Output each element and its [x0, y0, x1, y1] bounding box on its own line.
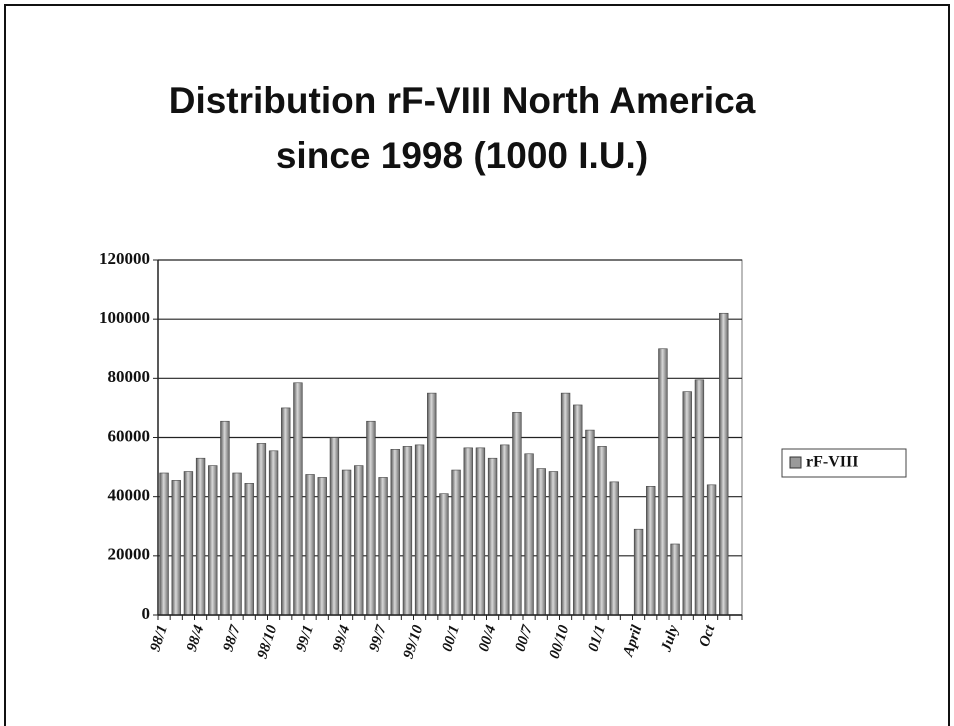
bar — [317, 477, 327, 616]
y-tick-label: 0 — [142, 604, 151, 623]
x-tick-label: 01/1 — [585, 623, 608, 653]
bar — [706, 484, 717, 616]
bar — [500, 444, 510, 616]
x-tick-label: July — [658, 623, 682, 655]
x-tick-label: 00/1 — [439, 623, 462, 653]
bar — [512, 412, 522, 616]
x-tick-label: 98/7 — [220, 623, 244, 654]
x-tick-label: 99/7 — [366, 623, 390, 654]
bar — [670, 543, 680, 616]
x-tick-label: 00/7 — [512, 623, 536, 654]
bar — [208, 465, 218, 616]
bar — [427, 392, 437, 616]
x-tick-label: 98/10 — [255, 623, 281, 661]
bar — [256, 443, 267, 616]
y-tick-label: 60000 — [108, 426, 151, 445]
bar — [305, 474, 315, 616]
legend-box — [781, 448, 907, 478]
bar — [463, 447, 473, 616]
x-tick-label: 98/4 — [184, 623, 208, 654]
x-tick-label: 99/4 — [330, 623, 354, 654]
bar — [390, 449, 400, 616]
x-tick-label: Oct — [696, 623, 718, 649]
bar — [682, 391, 692, 616]
bar — [719, 312, 729, 616]
bar — [633, 528, 644, 616]
bar — [293, 382, 303, 616]
bar — [268, 450, 279, 616]
bar — [585, 429, 595, 616]
bar — [183, 471, 194, 616]
bar — [573, 404, 583, 616]
bar — [220, 420, 230, 616]
bar — [366, 420, 376, 616]
bar — [548, 471, 559, 616]
bar — [354, 465, 364, 616]
bar — [560, 392, 571, 616]
y-tick-label: 20000 — [108, 545, 151, 564]
frame — [4, 4, 950, 726]
chart-title: since 1998 (1000 I.U.) — [276, 135, 648, 176]
x-tick-label: 00/4 — [476, 623, 500, 654]
x-tick-label: 00/10 — [547, 623, 573, 661]
bar — [159, 472, 169, 616]
bar — [487, 457, 498, 616]
bar — [439, 493, 449, 616]
bar — [536, 468, 546, 616]
bar — [646, 486, 656, 616]
bar — [609, 481, 619, 616]
x-tick-label: 99/10 — [401, 623, 427, 661]
bar — [524, 453, 534, 616]
bar — [378, 477, 388, 616]
bar — [597, 446, 607, 616]
bar — [244, 483, 254, 616]
bar — [341, 469, 352, 616]
bar — [329, 437, 340, 616]
y-tick-label: 40000 — [108, 486, 151, 505]
legend-swatch — [789, 456, 802, 469]
bar — [451, 469, 461, 616]
y-tick-label: 80000 — [108, 367, 151, 386]
bar — [414, 444, 425, 616]
bar — [171, 480, 181, 616]
x-tick-label: 98/1 — [147, 623, 170, 653]
bar — [694, 379, 705, 616]
bar — [232, 472, 242, 616]
chart-title: Distribution rF-VIII North America — [169, 80, 756, 121]
bar — [475, 447, 486, 616]
x-tick-label: April — [620, 623, 646, 660]
bar — [658, 348, 668, 616]
x-tick-label: 99/1 — [293, 623, 316, 653]
bar — [281, 407, 291, 616]
bar — [195, 457, 206, 616]
y-tick-label: 100000 — [99, 308, 150, 327]
legend-label: rF-VIII — [806, 454, 858, 471]
y-tick-label: 120000 — [99, 249, 150, 268]
bar — [402, 446, 413, 616]
